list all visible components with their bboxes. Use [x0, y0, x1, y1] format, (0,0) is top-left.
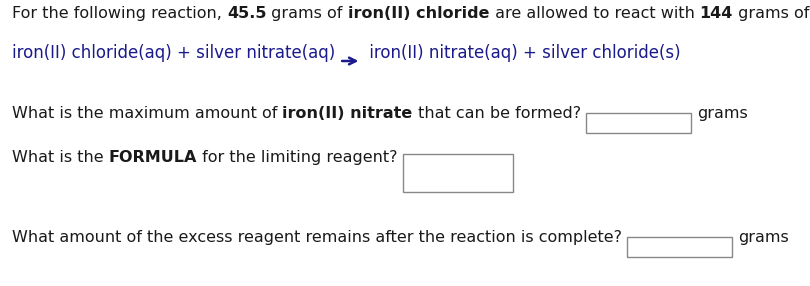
Text: iron(II) chloride: iron(II) chloride — [348, 6, 489, 21]
Text: What is the maximum amount of: What is the maximum amount of — [12, 106, 283, 121]
Text: iron(II) nitrate: iron(II) nitrate — [283, 106, 413, 121]
Text: What amount of the excess reagent remains after the reaction is complete?: What amount of the excess reagent remain… — [12, 230, 622, 245]
Text: For the following reaction,: For the following reaction, — [12, 6, 227, 21]
Text: iron(II) chloride(aq) + silver nitrate(aq): iron(II) chloride(aq) + silver nitrate(a… — [12, 44, 335, 62]
Text: grams of: grams of — [266, 6, 348, 21]
Text: for the limiting reagent?: for the limiting reagent? — [197, 150, 398, 165]
Text: 144: 144 — [700, 6, 733, 21]
Text: that can be formed?: that can be formed? — [413, 106, 581, 121]
Text: What is the: What is the — [12, 150, 109, 165]
Text: FORMULA: FORMULA — [109, 150, 197, 165]
Text: grams: grams — [738, 230, 789, 245]
Text: 45.5: 45.5 — [227, 6, 266, 21]
Text: iron(II) nitrate(aq) + silver chloride(s): iron(II) nitrate(aq) + silver chloride(s… — [364, 44, 681, 62]
Text: grams of: grams of — [733, 6, 810, 21]
Text: are allowed to react with: are allowed to react with — [489, 6, 700, 21]
Text: grams: grams — [697, 106, 748, 121]
